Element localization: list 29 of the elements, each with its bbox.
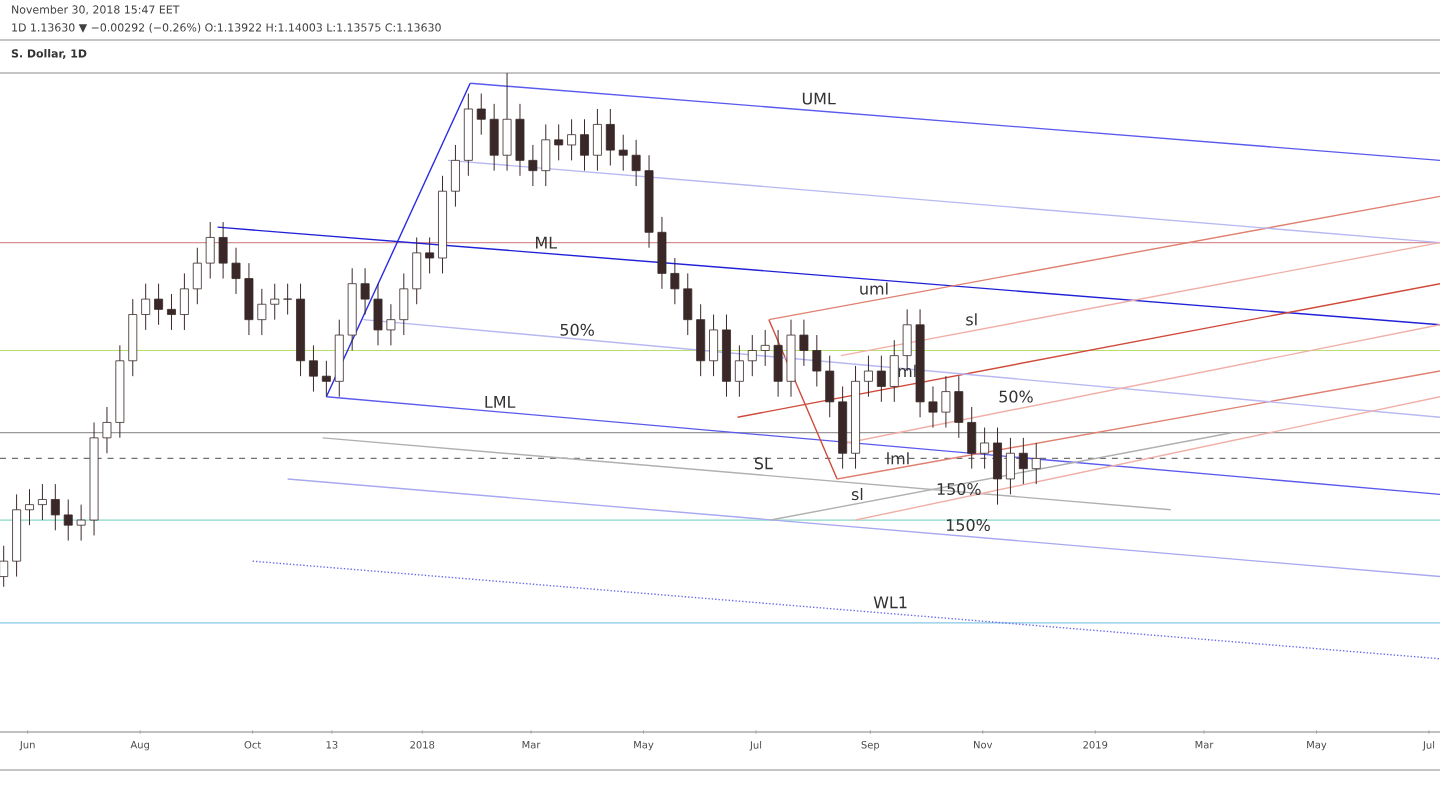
candlestick xyxy=(309,344,318,393)
candlestick xyxy=(283,283,293,316)
candlestick xyxy=(580,118,589,172)
candlestick xyxy=(1031,442,1041,485)
candlestick xyxy=(709,314,719,377)
candlestick xyxy=(696,303,706,377)
candlestick xyxy=(993,427,1002,506)
candlestick xyxy=(50,483,60,531)
candlestick xyxy=(592,108,602,172)
candlestick xyxy=(167,293,176,331)
candlestick xyxy=(154,283,164,326)
candlestick xyxy=(321,360,331,398)
candlestick xyxy=(37,483,47,521)
candlestick xyxy=(1005,437,1015,495)
candlestick xyxy=(734,344,744,398)
candlestick xyxy=(1018,437,1028,485)
candlestick xyxy=(25,488,34,526)
candlestick xyxy=(0,545,9,588)
candlestick xyxy=(863,355,873,398)
candlestick xyxy=(450,144,460,208)
candlestick xyxy=(980,427,990,470)
candlestick xyxy=(192,247,202,305)
candlestick xyxy=(876,355,886,403)
candlestick xyxy=(567,118,577,161)
candlestick xyxy=(179,272,189,331)
candlestick xyxy=(554,123,564,161)
candlestick xyxy=(141,283,151,331)
candlestick xyxy=(425,236,435,274)
candlestick xyxy=(605,108,615,167)
